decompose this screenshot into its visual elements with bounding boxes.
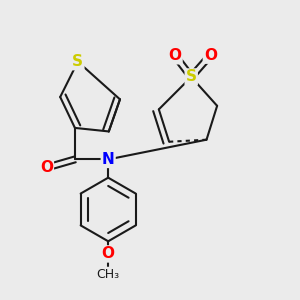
Text: S: S (72, 54, 83, 69)
Text: S: S (186, 70, 197, 85)
Text: O: O (40, 160, 53, 175)
Text: O: O (204, 48, 217, 63)
Text: O: O (169, 48, 182, 63)
Text: CH₃: CH₃ (97, 268, 120, 281)
Text: N: N (102, 152, 115, 167)
Text: O: O (102, 246, 115, 261)
